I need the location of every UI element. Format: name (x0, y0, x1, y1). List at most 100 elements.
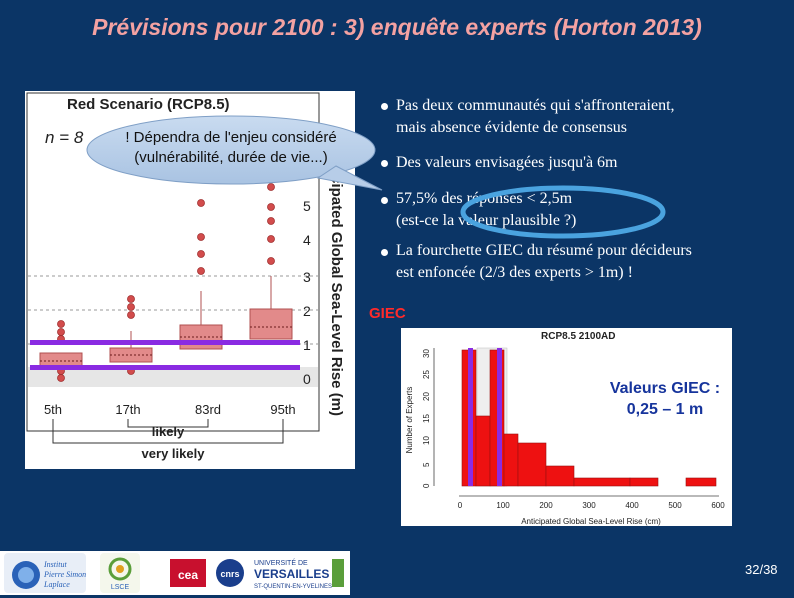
svg-text:ST-QUENTIN-EN-YVELINES: ST-QUENTIN-EN-YVELINES (254, 584, 332, 590)
outlier-point (197, 250, 205, 258)
hist-bar (503, 433, 519, 487)
cnrs-logo: cnrs (215, 553, 245, 593)
hist-bar (573, 477, 631, 487)
ry-tick-15: 15 (422, 414, 431, 423)
rx-tick-200: 200 (539, 501, 553, 510)
outlier-point (267, 257, 275, 265)
bullet-4-line-2: est enfoncée (2/3 des experts > 1m) ! (396, 264, 633, 281)
rx-tick-600: 600 (711, 501, 725, 510)
ry-tick-25: 25 (422, 370, 431, 379)
slide-title: Prévisions pour 2100 : 3) enquête expert… (92, 14, 702, 40)
y-tick-4: 4 (303, 232, 311, 248)
ry-tick-10: 10 (422, 436, 431, 445)
y-tick-1: 1 (303, 337, 311, 353)
y-tick-0: 0 (303, 371, 311, 387)
page-number: 32/38 (745, 562, 778, 577)
box-5th (39, 352, 83, 368)
bullet-dot (381, 197, 388, 204)
likely-label: likely (152, 424, 185, 439)
svg-text:Pierre Simon: Pierre Simon (43, 570, 86, 579)
lsce-logo: LSCE (100, 553, 140, 593)
bullet-2-line-1: Des valeurs envisagées jusqu'à 6m (396, 154, 618, 171)
svg-text:LSCE: LSCE (111, 584, 130, 591)
hist-bar (475, 415, 491, 487)
bullet-dot (381, 249, 388, 256)
outlier-point (267, 235, 275, 243)
very-likely-bracket (52, 419, 284, 444)
bullet-3-line-2: (est-ce la valeur plausible ?) (396, 212, 577, 229)
callout-line-1: ! Dépendra de l'enjeu considéré (125, 129, 337, 146)
callout-bubble (86, 115, 383, 191)
outlier-point (57, 320, 65, 328)
ry-tick-0: 0 (422, 483, 431, 488)
bullet-4-line-1: La fourchette GIEC du résumé pour décide… (396, 242, 692, 259)
y-tick-5: 5 (303, 198, 311, 214)
right-chart-title: RCP8.5 2100AD (541, 331, 615, 342)
y-tick-3: 3 (303, 269, 311, 285)
uvsq-logo: UNIVERSITÉ DE VERSAILLES ST-QUENTIN-EN-YVE… (250, 553, 346, 593)
cea-logo: cea (168, 553, 208, 593)
hist-bar (545, 465, 575, 487)
right-y-label: Number of Experts (405, 387, 414, 454)
ry-tick-30: 30 (422, 349, 431, 358)
giec-lower-line (30, 365, 300, 370)
rx-tick-0: 0 (458, 501, 463, 510)
svg-text:cea: cea (178, 568, 198, 582)
giec-values-note: Valeurs GIEC : 0,25 – 1 m (580, 378, 750, 420)
box-95th (249, 308, 293, 340)
hist-bar (629, 477, 659, 487)
giec-upper-line (30, 340, 300, 345)
hist-bar (685, 477, 717, 487)
giec-label: GIEC (369, 305, 406, 322)
very-likely-label: very likely (142, 446, 206, 461)
svg-text:UNIVERSITÉ DE: UNIVERSITÉ DE (254, 558, 308, 567)
y-tick-2: 2 (303, 303, 311, 319)
rx-tick-500: 500 (668, 501, 682, 510)
hist-bar (517, 442, 547, 487)
logo-strip: Institut Pierre Simon Laplace LSCE cea cnr… (0, 551, 350, 595)
bullet-1: Pas deux communautés qui s'affronteraien… (396, 95, 786, 139)
bullet-dot (381, 160, 388, 167)
outlier-point (197, 199, 205, 207)
giec-values-line-2: 0,25 – 1 m (626, 401, 704, 418)
outlier-point (57, 374, 65, 382)
ry-tick-20: 20 (422, 392, 431, 401)
rx-tick-100: 100 (496, 501, 510, 510)
y-axis-label: Anticipated Global Sea-Level Rise (m) (328, 146, 345, 416)
left-chart-title: Red Scenario (RCP8.5) (67, 96, 230, 113)
giec-high-marker (497, 348, 502, 486)
ry-tick-5: 5 (422, 462, 431, 467)
callout-line-2: (vulnérabilité, durée de vie...) (134, 149, 328, 166)
histogram-svg: RCP8.5 2100AD Number of Experts 0 5 10 1… (405, 331, 725, 526)
right-x-label: Anticipated Global Sea-Level Rise (cm) (521, 517, 661, 526)
likely-range-band (28, 367, 318, 387)
outlier-point (127, 311, 135, 319)
outlier-point (127, 303, 135, 311)
svg-text:VERSAILLES: VERSAILLES (254, 567, 329, 581)
bullet-1-line-1: Pas deux communautés qui s'affronteraien… (396, 97, 675, 114)
bullet-dot (381, 103, 388, 110)
ipsl-logo: Institut Pierre Simon Laplace (4, 553, 86, 593)
outlier-point (197, 267, 205, 275)
x-cat-17th: 17th (115, 402, 140, 417)
svg-text:Laplace: Laplace (43, 580, 70, 589)
giec-histogram: RCP8.5 2100AD Number of Experts 0 5 10 1… (401, 328, 732, 526)
outlier-point (267, 203, 275, 211)
bullet-4: La fourchette GIEC du résumé pour décide… (396, 240, 786, 284)
outlier-point (267, 217, 275, 225)
giec-values-line-1: Valeurs GIEC : (609, 380, 721, 397)
giec-low-marker (468, 348, 473, 486)
highlight-ellipse (460, 185, 666, 239)
outlier-point (267, 183, 275, 191)
bullet-1-line-2: mais absence évidente de consensus (396, 119, 628, 136)
rx-tick-300: 300 (582, 501, 596, 510)
x-cat-83rd: 83rd (195, 402, 221, 417)
outlier-point (127, 295, 135, 303)
callout-text: ! Dépendra de l'enjeu considéré (vulnéra… (92, 128, 370, 168)
outlier-point (197, 233, 205, 241)
outlier-point (57, 328, 65, 336)
bullet-2: Des valeurs envisagées jusqu'à 6m (396, 152, 786, 174)
x-cat-5th: 5th (44, 402, 62, 417)
svg-text:cnrs: cnrs (220, 569, 239, 579)
likely-bracket (127, 419, 209, 428)
